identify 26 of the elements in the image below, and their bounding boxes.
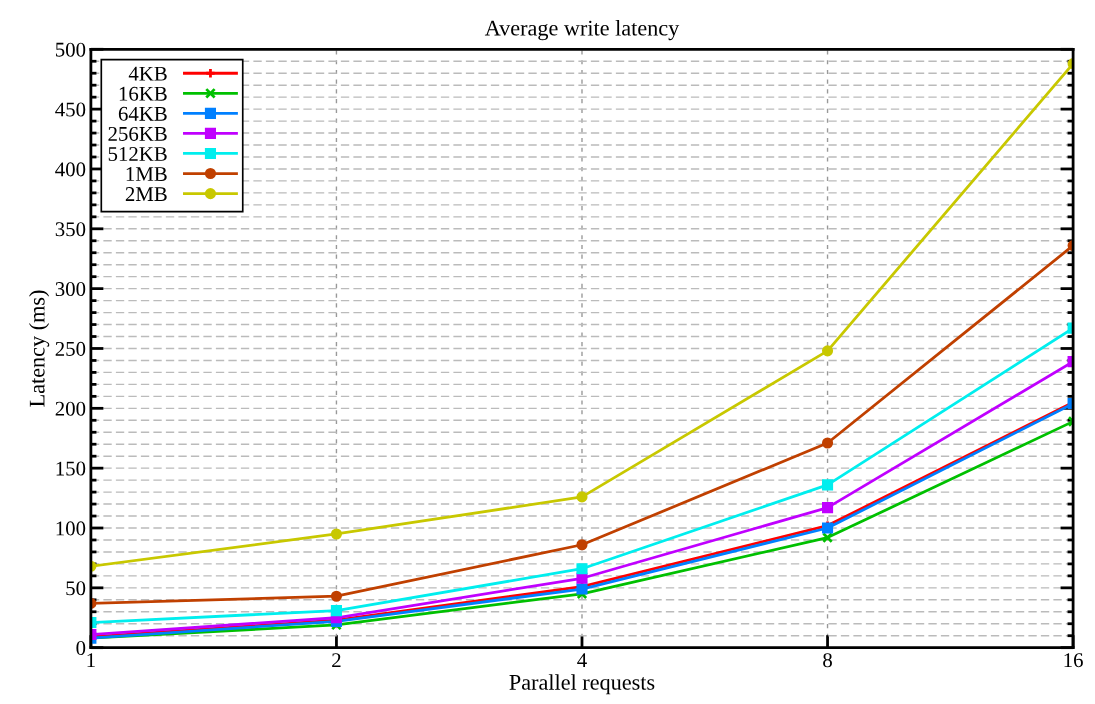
- x-axis-title: Parallel requests: [509, 674, 655, 695]
- legend-label: 16KB: [119, 86, 167, 101]
- legend-label: 2MB: [125, 187, 167, 201]
- x-tick-label: 2: [332, 653, 341, 667]
- legend-label: 4KB: [128, 66, 167, 81]
- y-tick-label: 200: [55, 401, 86, 416]
- y-tick-label: 400: [55, 162, 86, 177]
- y-tick-label: 150: [56, 461, 86, 476]
- y-axis-title: Latency (ms): [29, 290, 50, 407]
- y-tick-label: 250: [55, 341, 86, 356]
- x-tick-label: 4: [577, 653, 587, 667]
- y-tick-label: 100: [56, 521, 86, 536]
- legend-label: 256KB: [108, 126, 167, 141]
- x-tick-label: 16: [1064, 653, 1083, 668]
- legend-label: 512KB: [108, 146, 167, 161]
- y-tick-label: 300: [55, 282, 86, 297]
- y-tick-label: 350: [55, 222, 86, 237]
- chart-title: Average write latency: [484, 19, 680, 41]
- y-tick-label: 500: [55, 42, 86, 57]
- y-tick-label: 0: [76, 641, 86, 656]
- y-tick-label: 50: [66, 581, 86, 596]
- y-tick-label: 450: [55, 102, 86, 117]
- x-tick-label: 1: [87, 653, 95, 667]
- legend-label: 1MB: [126, 167, 167, 181]
- x-tick-label: 8: [823, 653, 832, 668]
- legend-label: 64KB: [118, 106, 167, 121]
